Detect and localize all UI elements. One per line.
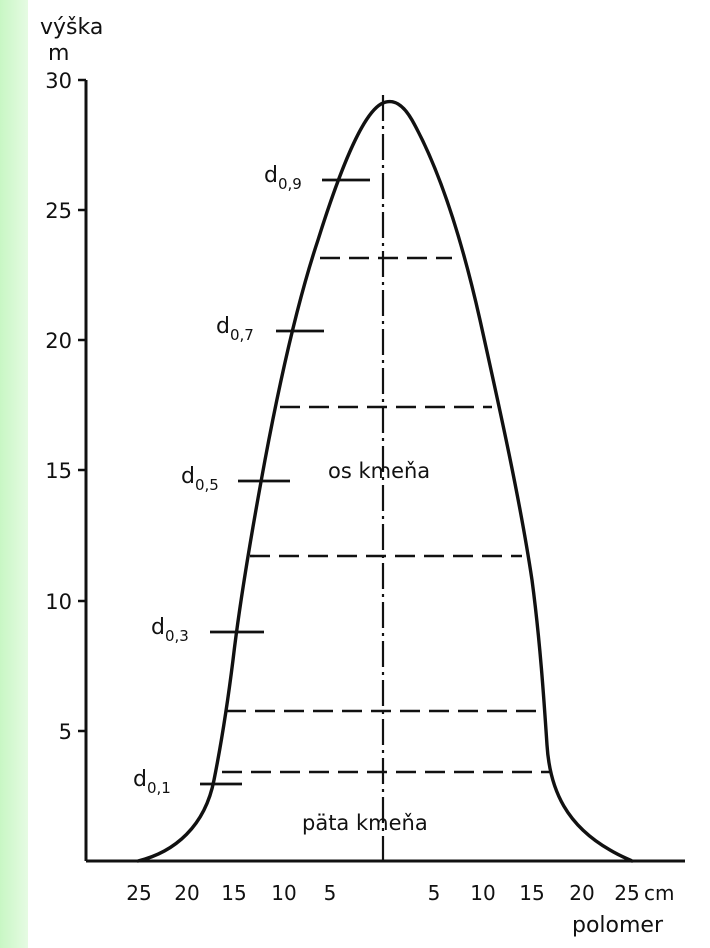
x-axis-title: polomer [572, 913, 664, 938]
x-tick-label-right-5: 5 [428, 881, 441, 905]
d09-label: d0,9 [264, 163, 302, 193]
y-tick-label-5: 5 [59, 720, 72, 744]
decorative-green-strip [0, 0, 28, 948]
x-tick-label-left-5: 5 [324, 881, 337, 905]
x-tick-label-right-10: 10 [470, 881, 495, 905]
x-tick-label-left-10: 10 [271, 881, 296, 905]
y-tick-label-30: 30 [45, 69, 72, 93]
x-tick-label-left-25: 25 [126, 881, 151, 905]
y-axis-title: výška [40, 15, 103, 40]
x-tick-label-left-15: 15 [221, 881, 246, 905]
stem-profile-curve [136, 99, 634, 863]
stem-axis-label: os kmeňa [328, 459, 430, 483]
y-tick-label-20: 20 [45, 329, 72, 353]
x-tick-label-left-20: 20 [174, 881, 199, 905]
stem-base-label: päta kmeňa [302, 811, 428, 835]
x-axis-unit: cm [644, 881, 674, 905]
d05-label: d0,5 [181, 464, 219, 494]
y-axis-unit: m [48, 41, 69, 66]
d01-label: d0,1 [133, 767, 171, 797]
y-tick-label-10: 10 [45, 590, 72, 614]
x-tick-label-right-15: 15 [519, 881, 544, 905]
x-tick-label-right-25: 25 [614, 881, 639, 905]
y-tick-label-25: 25 [45, 199, 72, 223]
d03-label: d0,3 [151, 615, 189, 645]
x-tick-label-right-20: 20 [569, 881, 594, 905]
d07-label: d0,7 [216, 314, 254, 344]
y-tick-label-15: 15 [45, 459, 72, 483]
